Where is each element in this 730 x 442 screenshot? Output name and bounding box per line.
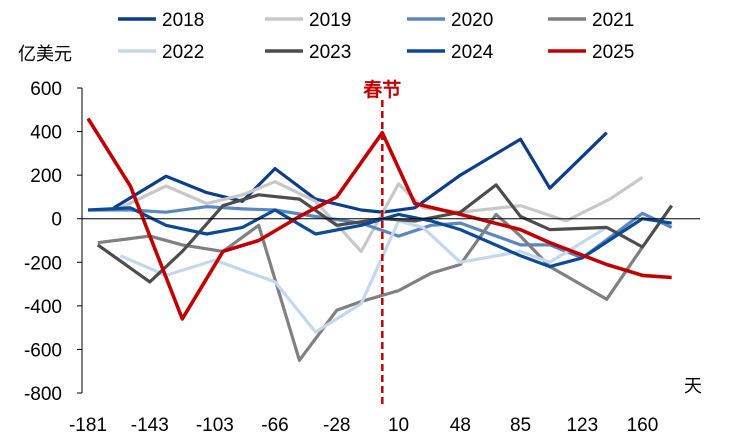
series-line-2024	[87, 206, 672, 269]
legend-label-2020: 2020	[451, 10, 493, 31]
x-tick-label: -103	[196, 415, 234, 436]
y-tick-label: 0	[51, 210, 62, 231]
y-tick-label: -200	[24, 253, 62, 274]
y-tick-label: 600	[30, 79, 62, 100]
x-tick-label: 10	[388, 415, 409, 436]
series-line-2020	[88, 205, 673, 260]
series-line-2021	[97, 212, 644, 362]
series-group	[86, 117, 674, 362]
series-line-2023	[96, 183, 674, 284]
x-tick-label: 160	[627, 415, 659, 436]
x-tick-label: 48	[450, 415, 471, 436]
legend-label-2019: 2019	[309, 10, 351, 31]
annotation-group: 春节	[363, 78, 401, 408]
y-tick-label: 400	[30, 123, 62, 144]
y-tick-label: -600	[24, 340, 62, 361]
legend: 2018 2019 2020 2021 2022 2023 2024 2025	[118, 10, 634, 63]
y-tick-label: -400	[24, 297, 62, 318]
series-line-2022	[119, 219, 608, 334]
x-tick-label: -66	[261, 415, 288, 436]
x-tick-label: -28	[323, 415, 350, 436]
y-axis-unit-label: 亿美元	[18, 44, 72, 65]
legend-label-2024: 2024	[451, 42, 494, 63]
y-tick-label: -800	[24, 384, 62, 405]
axes: -800 -600 -400 -200 0 200 400 600 -181 -143 -103 -6…	[18, 44, 702, 436]
series-line-2018	[113, 131, 608, 214]
series-line-2025	[86, 117, 672, 321]
legend-label-2025: 2025	[592, 42, 634, 63]
x-axis-unit-label: 天	[684, 376, 702, 397]
x-tick-label: 85	[510, 415, 531, 436]
spring-festival-label: 春节	[363, 78, 401, 101]
legend-label-2021: 2021	[592, 10, 634, 31]
x-tick-label: -143	[131, 415, 169, 436]
y-tick-label: 200	[30, 166, 62, 187]
legend-label-2023: 2023	[309, 42, 351, 63]
x-tick-label: -181	[69, 415, 107, 436]
x-tick-label: 123	[566, 415, 598, 436]
legend-label-2018: 2018	[162, 10, 204, 31]
legend-label-2022: 2022	[162, 42, 204, 63]
